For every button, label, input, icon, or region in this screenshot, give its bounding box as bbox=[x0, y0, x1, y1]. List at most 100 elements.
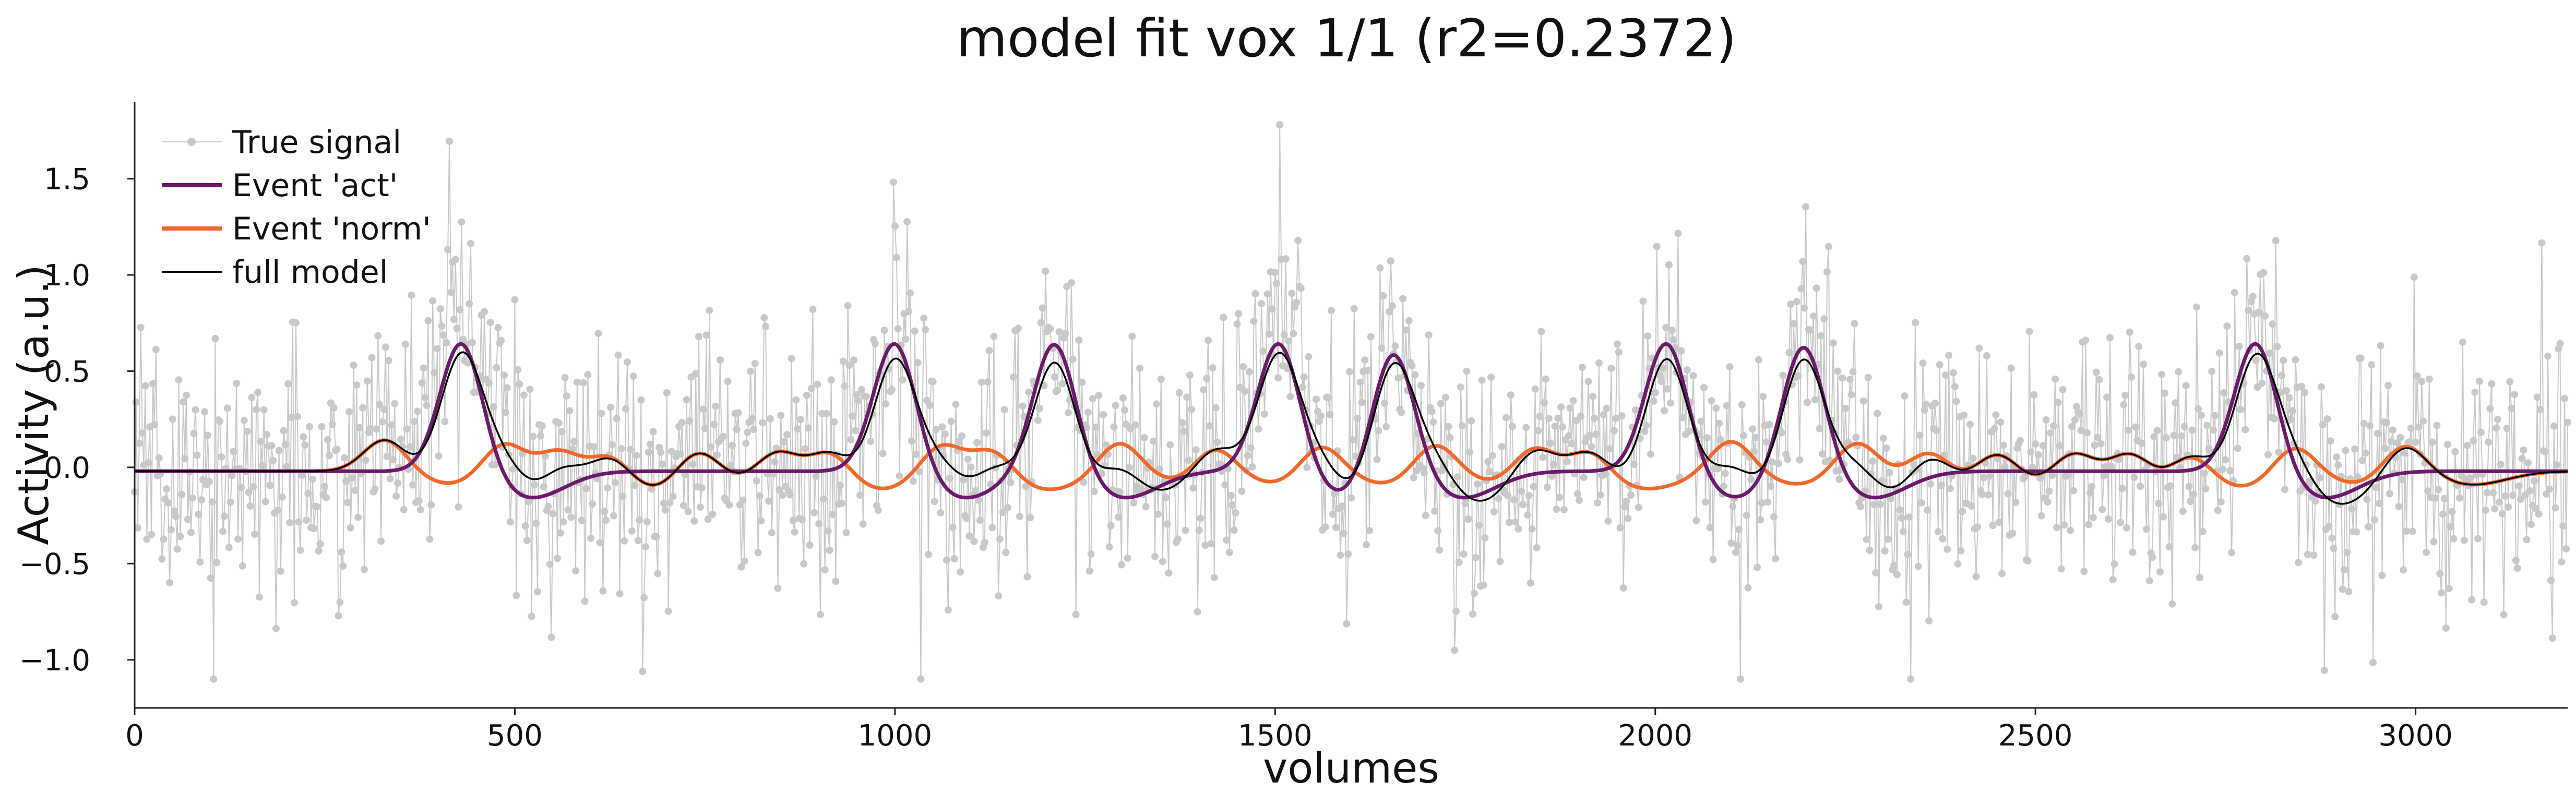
true-signal-point bbox=[310, 525, 318, 533]
true-signal-point bbox=[842, 529, 850, 537]
true-signal-point bbox=[880, 327, 888, 334]
true-signal-point bbox=[1715, 419, 1723, 427]
true-signal-point bbox=[1701, 498, 1709, 506]
true-signal-point bbox=[2283, 387, 2290, 394]
true-signal-point bbox=[1411, 371, 1419, 379]
true-signal-point bbox=[2445, 585, 2453, 593]
true-signal-point bbox=[879, 450, 887, 458]
true-signal-point bbox=[791, 528, 798, 536]
true-signal-point bbox=[1363, 541, 1370, 549]
true-signal-point bbox=[1337, 551, 1344, 559]
true-signal-point bbox=[1000, 406, 1008, 414]
true-signal-point bbox=[1204, 336, 1212, 344]
true-signal-point bbox=[1899, 528, 1907, 536]
true-signal-point bbox=[2564, 418, 2571, 426]
true-signal-point bbox=[424, 317, 432, 324]
true-signal-point bbox=[2126, 328, 2133, 336]
true-signal-point bbox=[1163, 520, 1171, 528]
true-signal-point bbox=[2489, 489, 2497, 497]
true-signal-point bbox=[2550, 422, 2558, 430]
true-signal-point bbox=[538, 422, 546, 430]
true-signal-point bbox=[734, 409, 742, 417]
true-signal-point bbox=[1151, 552, 1159, 560]
true-signal-point bbox=[636, 516, 643, 524]
true-signal-point bbox=[366, 425, 374, 432]
true-signal-point bbox=[184, 515, 192, 523]
true-signal-point bbox=[1358, 399, 1366, 406]
true-signal-point bbox=[829, 511, 837, 519]
true-signal-point bbox=[1665, 261, 1673, 269]
true-signal-point bbox=[2231, 288, 2238, 296]
true-signal-point bbox=[905, 308, 913, 315]
true-signal-point bbox=[741, 557, 748, 565]
true-signal-point bbox=[1732, 548, 1740, 556]
true-signal-point bbox=[792, 396, 800, 404]
true-signal-point bbox=[642, 543, 649, 551]
true-signal-point bbox=[272, 624, 280, 632]
true-signal-point bbox=[403, 425, 411, 433]
true-signal-point bbox=[2080, 568, 2088, 575]
true-signal-point bbox=[1157, 375, 1165, 383]
true-signal-point bbox=[1185, 456, 1192, 464]
true-signal-point bbox=[485, 379, 493, 387]
true-signal-point bbox=[433, 345, 441, 353]
true-signal-point bbox=[2354, 473, 2362, 481]
true-signal-point bbox=[1543, 483, 1551, 491]
true-signal-point bbox=[1209, 364, 1217, 372]
true-signal-point bbox=[2007, 364, 2015, 372]
true-signal-point bbox=[1767, 483, 1775, 490]
true-signal-point bbox=[526, 386, 534, 393]
true-signal-point bbox=[2512, 557, 2520, 564]
true-signal-point bbox=[1708, 397, 1715, 405]
true-signal-point bbox=[2196, 574, 2203, 581]
true-signal-point bbox=[1734, 542, 1742, 549]
true-signal-point bbox=[1233, 320, 1241, 328]
true-signal-point bbox=[892, 254, 900, 261]
true-signal-point bbox=[2438, 589, 2446, 597]
true-signal-point bbox=[1778, 429, 1785, 437]
true-signal-point bbox=[628, 527, 636, 535]
true-signal-point bbox=[2191, 544, 2199, 551]
true-signal-point bbox=[335, 612, 342, 620]
true-signal-point bbox=[1431, 507, 1439, 515]
true-signal-point bbox=[2476, 377, 2483, 385]
true-signal-point bbox=[867, 438, 875, 446]
true-signal-point bbox=[582, 485, 590, 492]
true-signal-point bbox=[158, 555, 166, 563]
true-signal-point bbox=[1743, 511, 1750, 519]
true-signal-point bbox=[1551, 423, 1559, 430]
true-signal-point bbox=[257, 438, 265, 446]
true-signal-point bbox=[1034, 416, 1042, 424]
true-signal-point bbox=[169, 415, 176, 423]
true-signal-point bbox=[646, 440, 654, 448]
true-signal-point bbox=[888, 386, 896, 393]
true-signal-point bbox=[1736, 675, 1744, 683]
true-signal-point bbox=[2155, 499, 2163, 507]
true-signal-point bbox=[1674, 230, 1682, 237]
true-signal-point bbox=[1565, 432, 1572, 440]
true-signal-point bbox=[909, 477, 917, 485]
true-signal-point bbox=[2142, 525, 2150, 533]
true-signal-point bbox=[321, 483, 329, 490]
true-signal-point bbox=[532, 520, 540, 527]
true-signal-point bbox=[1258, 300, 1266, 308]
true-signal-point bbox=[377, 537, 385, 545]
true-signal-point bbox=[411, 418, 419, 426]
true-signal-point bbox=[1305, 353, 1313, 360]
true-signal-point bbox=[1394, 374, 1402, 382]
true-signal-point bbox=[1823, 268, 1831, 276]
true-signal-point bbox=[857, 386, 865, 393]
true-signal-point bbox=[2544, 352, 2552, 360]
true-signal-point bbox=[2292, 356, 2299, 364]
full-model-line bbox=[135, 351, 2568, 505]
true-signal-point bbox=[1679, 414, 1687, 422]
true-signal-point bbox=[2533, 393, 2541, 401]
true-signal-point bbox=[523, 537, 531, 545]
true-signal-point bbox=[749, 426, 757, 434]
true-signal-point bbox=[392, 492, 400, 500]
true-signal-point bbox=[2287, 415, 2295, 423]
true-signal-point bbox=[1619, 584, 1627, 592]
true-signal-point bbox=[2129, 548, 2137, 556]
y-tick-label: −1.0 bbox=[19, 644, 90, 678]
true-signal-point bbox=[2536, 406, 2544, 414]
